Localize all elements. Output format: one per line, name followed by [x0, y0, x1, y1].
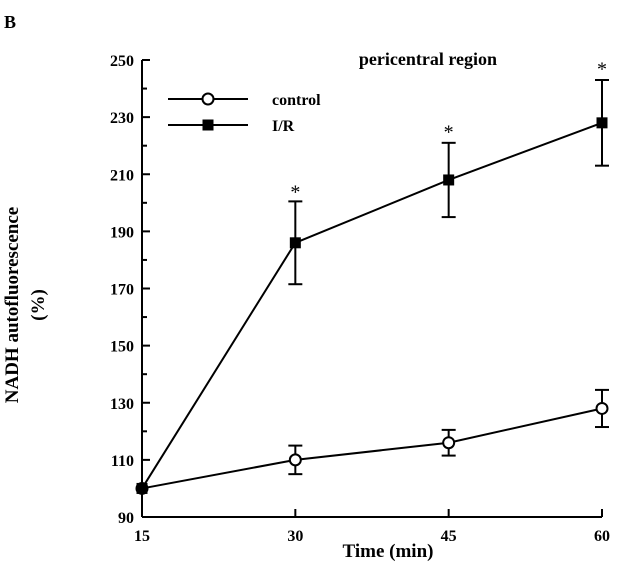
y-tick-label: 150 [110, 339, 134, 356]
x-tick-label: 60 [594, 528, 610, 545]
point-control [442, 436, 456, 450]
y-tick-label: 170 [110, 282, 134, 299]
x-tick-label: 30 [287, 528, 303, 545]
y-tick-label: 130 [110, 396, 134, 413]
point-i-r [136, 482, 148, 494]
significance-star: * [290, 181, 300, 203]
y-axis-unit: (%) [28, 289, 49, 321]
legend-ir-label: I/R [272, 118, 295, 135]
point-control [288, 453, 302, 467]
x-ticks: 15 30 45 60 [134, 509, 610, 545]
y-tick-label: 250 [110, 53, 134, 70]
point-control [595, 401, 609, 415]
series-layer [135, 78, 609, 495]
significance-star: * [597, 59, 607, 81]
legend-control-marker [201, 92, 215, 106]
series-line-control [141, 407, 603, 490]
point-i-r [289, 237, 301, 249]
x-tick-label: 45 [441, 528, 457, 545]
x-axis-label: Time (min) [343, 541, 434, 562]
y-tick-label: 110 [111, 453, 134, 470]
x-tick-label: 15 [134, 528, 150, 545]
y-tick-label: 230 [110, 110, 134, 127]
y-ticks: 90 110 130 150 170 190 210 230 250 [110, 53, 150, 527]
y-axis-label: NADH autofluorescence [2, 207, 23, 403]
y-tick-label: 190 [110, 224, 134, 241]
point-i-r [596, 117, 608, 129]
y-tick-label: 210 [110, 167, 134, 184]
chart-title: pericentral region [359, 49, 497, 69]
legend: control I/R [168, 92, 321, 135]
legend-ir-marker [202, 119, 214, 131]
y-tick-label: 90 [118, 510, 134, 527]
annotation-layer: * * * [290, 59, 607, 204]
legend-control-label: control [272, 92, 321, 109]
series-line-i-r [141, 121, 603, 489]
point-i-r [443, 174, 455, 186]
panel-letter: B [4, 12, 16, 32]
significance-star: * [444, 121, 454, 143]
